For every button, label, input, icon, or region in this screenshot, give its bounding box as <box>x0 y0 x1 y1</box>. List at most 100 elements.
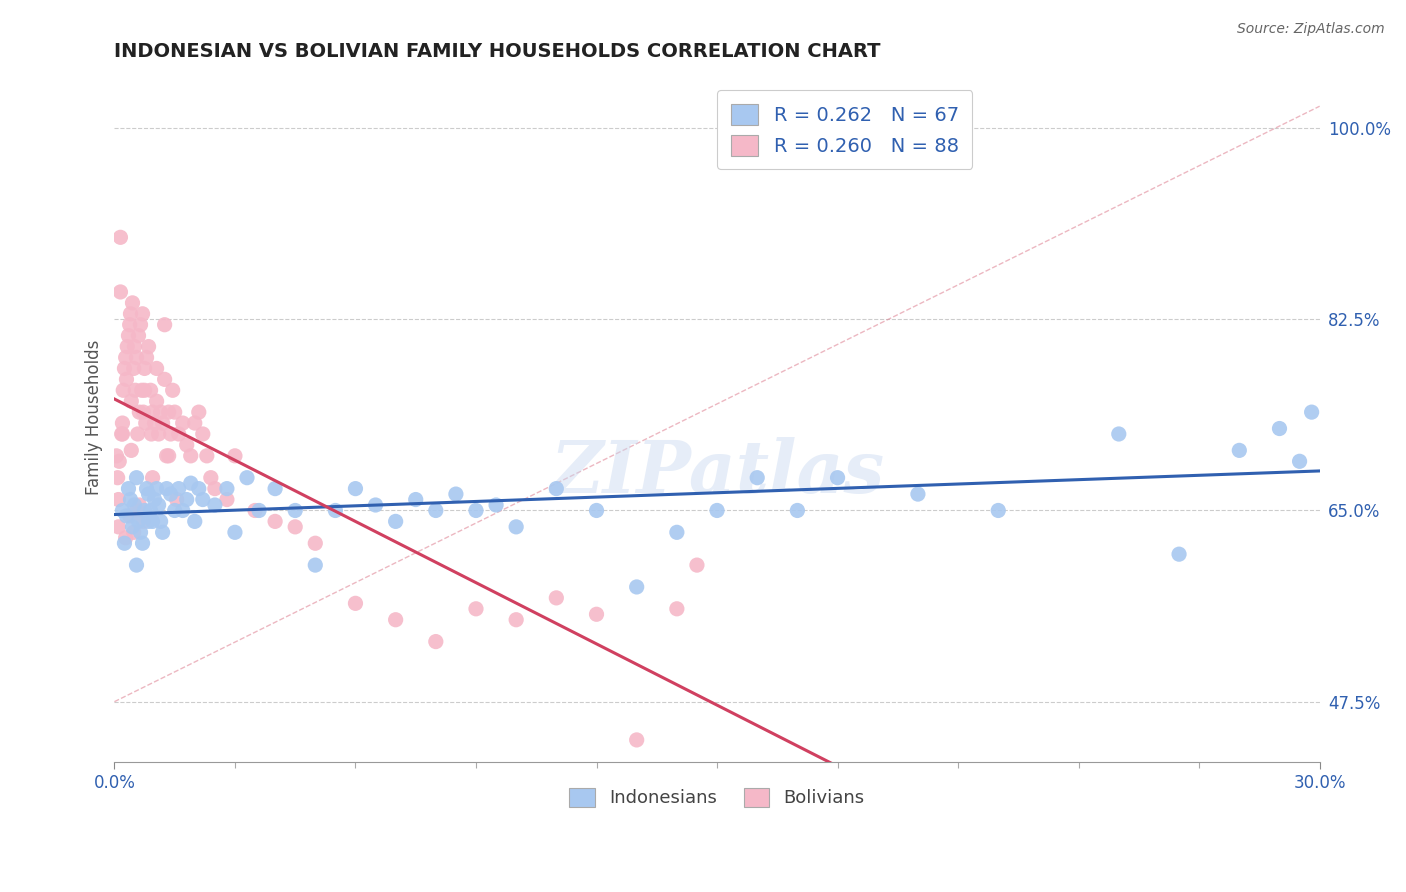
Point <box>195 449 218 463</box>
Point <box>114 531 136 545</box>
Point <box>284 520 307 534</box>
Point <box>1168 547 1191 561</box>
Point <box>138 487 160 501</box>
Point <box>118 318 141 332</box>
Point <box>243 503 266 517</box>
Point <box>215 492 238 507</box>
Point <box>139 503 162 517</box>
Point <box>141 427 163 442</box>
Point <box>786 503 808 517</box>
Point <box>129 318 152 332</box>
Point <box>184 515 207 529</box>
Point <box>1301 405 1323 419</box>
Point <box>304 536 326 550</box>
Point <box>344 482 367 496</box>
Point <box>153 318 176 332</box>
Point <box>132 515 155 529</box>
Legend: Indonesians, Bolivians: Indonesians, Bolivians <box>562 780 872 814</box>
Point <box>145 394 167 409</box>
Point <box>264 482 287 496</box>
Point <box>145 361 167 376</box>
Point <box>114 361 136 376</box>
Point <box>247 503 270 517</box>
Point <box>156 449 179 463</box>
Point <box>117 482 139 496</box>
Point <box>128 515 150 529</box>
Point <box>184 416 207 430</box>
Point <box>465 503 488 517</box>
Point <box>117 340 139 354</box>
Point <box>546 482 568 496</box>
Point <box>122 525 145 540</box>
Point <box>131 307 153 321</box>
Point <box>264 515 287 529</box>
Point <box>706 503 728 517</box>
Point <box>686 558 709 573</box>
Point <box>384 515 406 529</box>
Point <box>665 525 688 540</box>
Point <box>121 520 143 534</box>
Point <box>125 471 148 485</box>
Point <box>157 405 180 419</box>
Point <box>907 487 929 501</box>
Point <box>163 503 186 517</box>
Point <box>143 416 166 430</box>
Point <box>505 613 527 627</box>
Point <box>626 580 648 594</box>
Point <box>115 372 138 386</box>
Point <box>148 498 170 512</box>
Point <box>128 405 150 419</box>
Point <box>187 405 209 419</box>
Point <box>152 525 174 540</box>
Point <box>485 498 508 512</box>
Point <box>135 351 157 365</box>
Point <box>107 492 129 507</box>
Point <box>145 482 167 496</box>
Point <box>172 503 194 517</box>
Point <box>125 503 148 517</box>
Text: ZIPatlas: ZIPatlas <box>550 437 884 508</box>
Point <box>304 558 326 573</box>
Point <box>224 525 246 540</box>
Point <box>191 492 214 507</box>
Point <box>124 498 146 512</box>
Point <box>153 372 176 386</box>
Point <box>124 384 146 398</box>
Point <box>405 492 427 507</box>
Point <box>180 449 202 463</box>
Point <box>1268 421 1291 435</box>
Point <box>142 405 165 419</box>
Text: INDONESIAN VS BOLIVIAN FAMILY HOUSEHOLDS CORRELATION CHART: INDONESIAN VS BOLIVIAN FAMILY HOUSEHOLDS… <box>114 42 882 61</box>
Point <box>114 351 136 365</box>
Point <box>112 384 135 398</box>
Point <box>156 482 179 496</box>
Point <box>127 427 149 442</box>
Point <box>325 503 347 517</box>
Point <box>236 471 259 485</box>
Point <box>129 525 152 540</box>
Point <box>134 384 156 398</box>
Point <box>148 427 170 442</box>
Point <box>134 503 156 517</box>
Point <box>224 449 246 463</box>
Point <box>111 503 134 517</box>
Point <box>105 449 128 463</box>
Point <box>107 471 129 485</box>
Text: Source: ZipAtlas.com: Source: ZipAtlas.com <box>1237 22 1385 37</box>
Point <box>121 296 143 310</box>
Point <box>125 558 148 573</box>
Point <box>120 443 142 458</box>
Point <box>425 634 447 648</box>
Point <box>384 613 406 627</box>
Point <box>284 503 307 517</box>
Point <box>585 607 607 622</box>
Point <box>149 405 172 419</box>
Point <box>120 307 142 321</box>
Point <box>167 482 190 496</box>
Point <box>665 602 688 616</box>
Y-axis label: Family Households: Family Households <box>86 340 103 495</box>
Point <box>167 427 190 442</box>
Point <box>546 591 568 605</box>
Point <box>1227 443 1250 458</box>
Point <box>162 384 184 398</box>
